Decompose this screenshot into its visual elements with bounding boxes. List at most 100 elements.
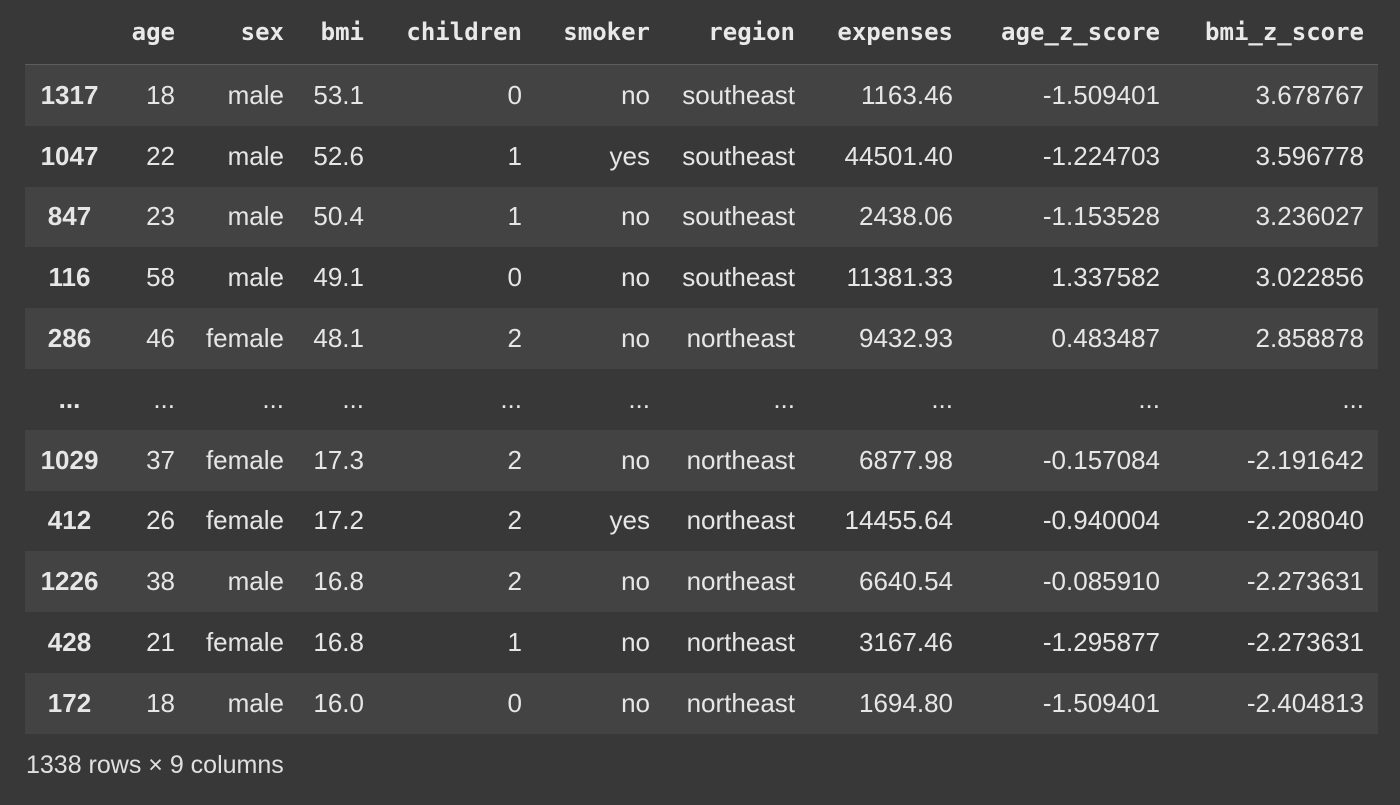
table-cell-expenses: 44501.40 [809, 125, 967, 187]
table-cell-bmi: ... [298, 368, 378, 430]
table-cell-age: 23 [114, 186, 189, 248]
table-cell-bmi-z-score: 3.678767 [1174, 64, 1378, 126]
table-cell-age: 21 [114, 612, 189, 673]
table-cell-region: ... [664, 368, 809, 430]
table-row: 1317 18 male 53.1 0 no southeast 1163.46 -1.5094… [25, 64, 1378, 126]
table-cell-bmi: 17.3 [298, 429, 378, 491]
column-header-bmi: bmi [298, 0, 378, 65]
table-cell-bmi: 49.1 [298, 247, 378, 309]
table-cell-bmi-z-score: ... [1174, 368, 1378, 430]
table-cell-children: ... [378, 368, 536, 430]
table-cell-bmi-z-score: 3.022856 [1174, 247, 1378, 309]
table-cell-bmi: 16.8 [298, 612, 378, 673]
table-cell-bmi: 16.0 [298, 672, 378, 734]
table-row: 1047 22 male 52.6 1 yes southeast 44501.40 -1.22… [25, 125, 1378, 187]
table-cell-region: southeast [664, 186, 809, 248]
table-cell-age-z-score: -1.153528 [967, 186, 1174, 248]
table-cell-age-z-score: 0.483487 [967, 308, 1174, 369]
table-cell-expenses: 9432.93 [809, 308, 967, 369]
column-header-region: region [664, 0, 809, 65]
table-cell-age: 18 [114, 64, 189, 126]
table-cell-sex: male [189, 247, 298, 309]
table-cell-smoker: yes [536, 490, 664, 552]
table-cell-age-z-score: -0.085910 [967, 551, 1174, 613]
table-cell-age-z-score: -0.157084 [967, 429, 1174, 491]
table-cell-sex: female [189, 308, 298, 369]
table-cell-sex: female [189, 490, 298, 552]
table-cell-sex: male [189, 672, 298, 734]
table-cell-age-z-score: ... [967, 368, 1174, 430]
row-index: 116 [25, 247, 114, 309]
table-cell-age-z-score: -1.224703 [967, 125, 1174, 187]
row-index: 1226 [25, 551, 114, 613]
table-row: 1029 37 female 17.3 2 no northeast 6877.98 -0.15… [25, 429, 1378, 491]
table-cell-children: 2 [378, 551, 536, 613]
table-cell-expenses: 2438.06 [809, 186, 967, 248]
table-cell-sex: male [189, 186, 298, 248]
table-cell-sex: male [189, 125, 298, 187]
table-cell-age: 38 [114, 551, 189, 613]
row-index: 847 [25, 186, 114, 248]
table-body: 1317 18 male 53.1 0 no southeast 1163.46 -1.5094… [25, 64, 1378, 734]
table-cell-bmi: 53.1 [298, 64, 378, 126]
column-header-age: age [114, 0, 189, 65]
table-cell-smoker: no [536, 612, 664, 673]
table-cell-age: 22 [114, 125, 189, 187]
header-row: age sex bmi children smoker region expen… [25, 0, 1378, 65]
column-header-children: children [378, 0, 536, 65]
table-cell-bmi-z-score: -2.208040 [1174, 490, 1378, 552]
table-cell-sex: male [189, 64, 298, 126]
table-row: 412 26 female 17.2 2 yes northeast 14455.64 -0.9… [25, 490, 1378, 552]
table-cell-smoker: ... [536, 368, 664, 430]
table-cell-bmi-z-score: 2.858878 [1174, 308, 1378, 369]
row-index: 428 [25, 612, 114, 673]
table-cell-smoker: no [536, 64, 664, 126]
table-cell-bmi: 16.8 [298, 551, 378, 613]
table-cell-expenses: 3167.46 [809, 612, 967, 673]
table-cell-smoker: no [536, 551, 664, 613]
table-cell-expenses: 6877.98 [809, 429, 967, 491]
table-cell-expenses: 6640.54 [809, 551, 967, 613]
table-cell-region: northeast [664, 551, 809, 613]
table-cell-sex: female [189, 429, 298, 491]
table-cell-children: 0 [378, 247, 536, 309]
column-header-expenses: expenses [809, 0, 967, 65]
table-cell-region: northeast [664, 490, 809, 552]
table-cell-age-z-score: -1.509401 [967, 64, 1174, 126]
table-row: 1226 38 male 16.8 2 no northeast 6640.54 -0.0859… [25, 551, 1378, 613]
table-cell-age: 18 [114, 672, 189, 734]
table-cell-bmi: 17.2 [298, 490, 378, 552]
table-row: 286 46 female 48.1 2 no northeast 9432.93 0.4834… [25, 308, 1378, 369]
table-cell-children: 2 [378, 429, 536, 491]
table-row: 428 21 female 16.8 1 no northeast 3167.46 -1.295… [25, 612, 1378, 673]
table-cell-region: southeast [664, 247, 809, 309]
table-cell-smoker: no [536, 308, 664, 369]
table-cell-bmi-z-score: 3.236027 [1174, 186, 1378, 248]
table-cell-bmi: 48.1 [298, 308, 378, 369]
table-cell-age: 46 [114, 308, 189, 369]
table-cell-smoker: no [536, 247, 664, 309]
table-cell-bmi: 50.4 [298, 186, 378, 248]
table-cell-region: southeast [664, 125, 809, 187]
table-cell-expenses: 11381.33 [809, 247, 967, 309]
row-index: 1029 [25, 429, 114, 491]
row-index: 1317 [25, 64, 114, 126]
table-cell-sex: female [189, 612, 298, 673]
row-index: 286 [25, 308, 114, 369]
table-cell-children: 1 [378, 186, 536, 248]
table-cell-expenses: 1163.46 [809, 64, 967, 126]
table-cell-age-z-score: -1.295877 [967, 612, 1174, 673]
table-cell-bmi-z-score: 3.596778 [1174, 125, 1378, 187]
row-index: 1047 [25, 125, 114, 187]
dataframe-table: age sex bmi children smoker region expen… [25, 0, 1378, 734]
table-cell-sex: male [189, 551, 298, 613]
table-cell-age: ... [114, 368, 189, 430]
table-cell-smoker: no [536, 186, 664, 248]
table-cell-bmi: 52.6 [298, 125, 378, 187]
table-cell-age: 26 [114, 490, 189, 552]
table-cell-age: 58 [114, 247, 189, 309]
table-cell-children: 2 [378, 490, 536, 552]
index-header [25, 0, 114, 65]
row-index: ... [25, 368, 114, 430]
table-cell-region: northeast [664, 672, 809, 734]
